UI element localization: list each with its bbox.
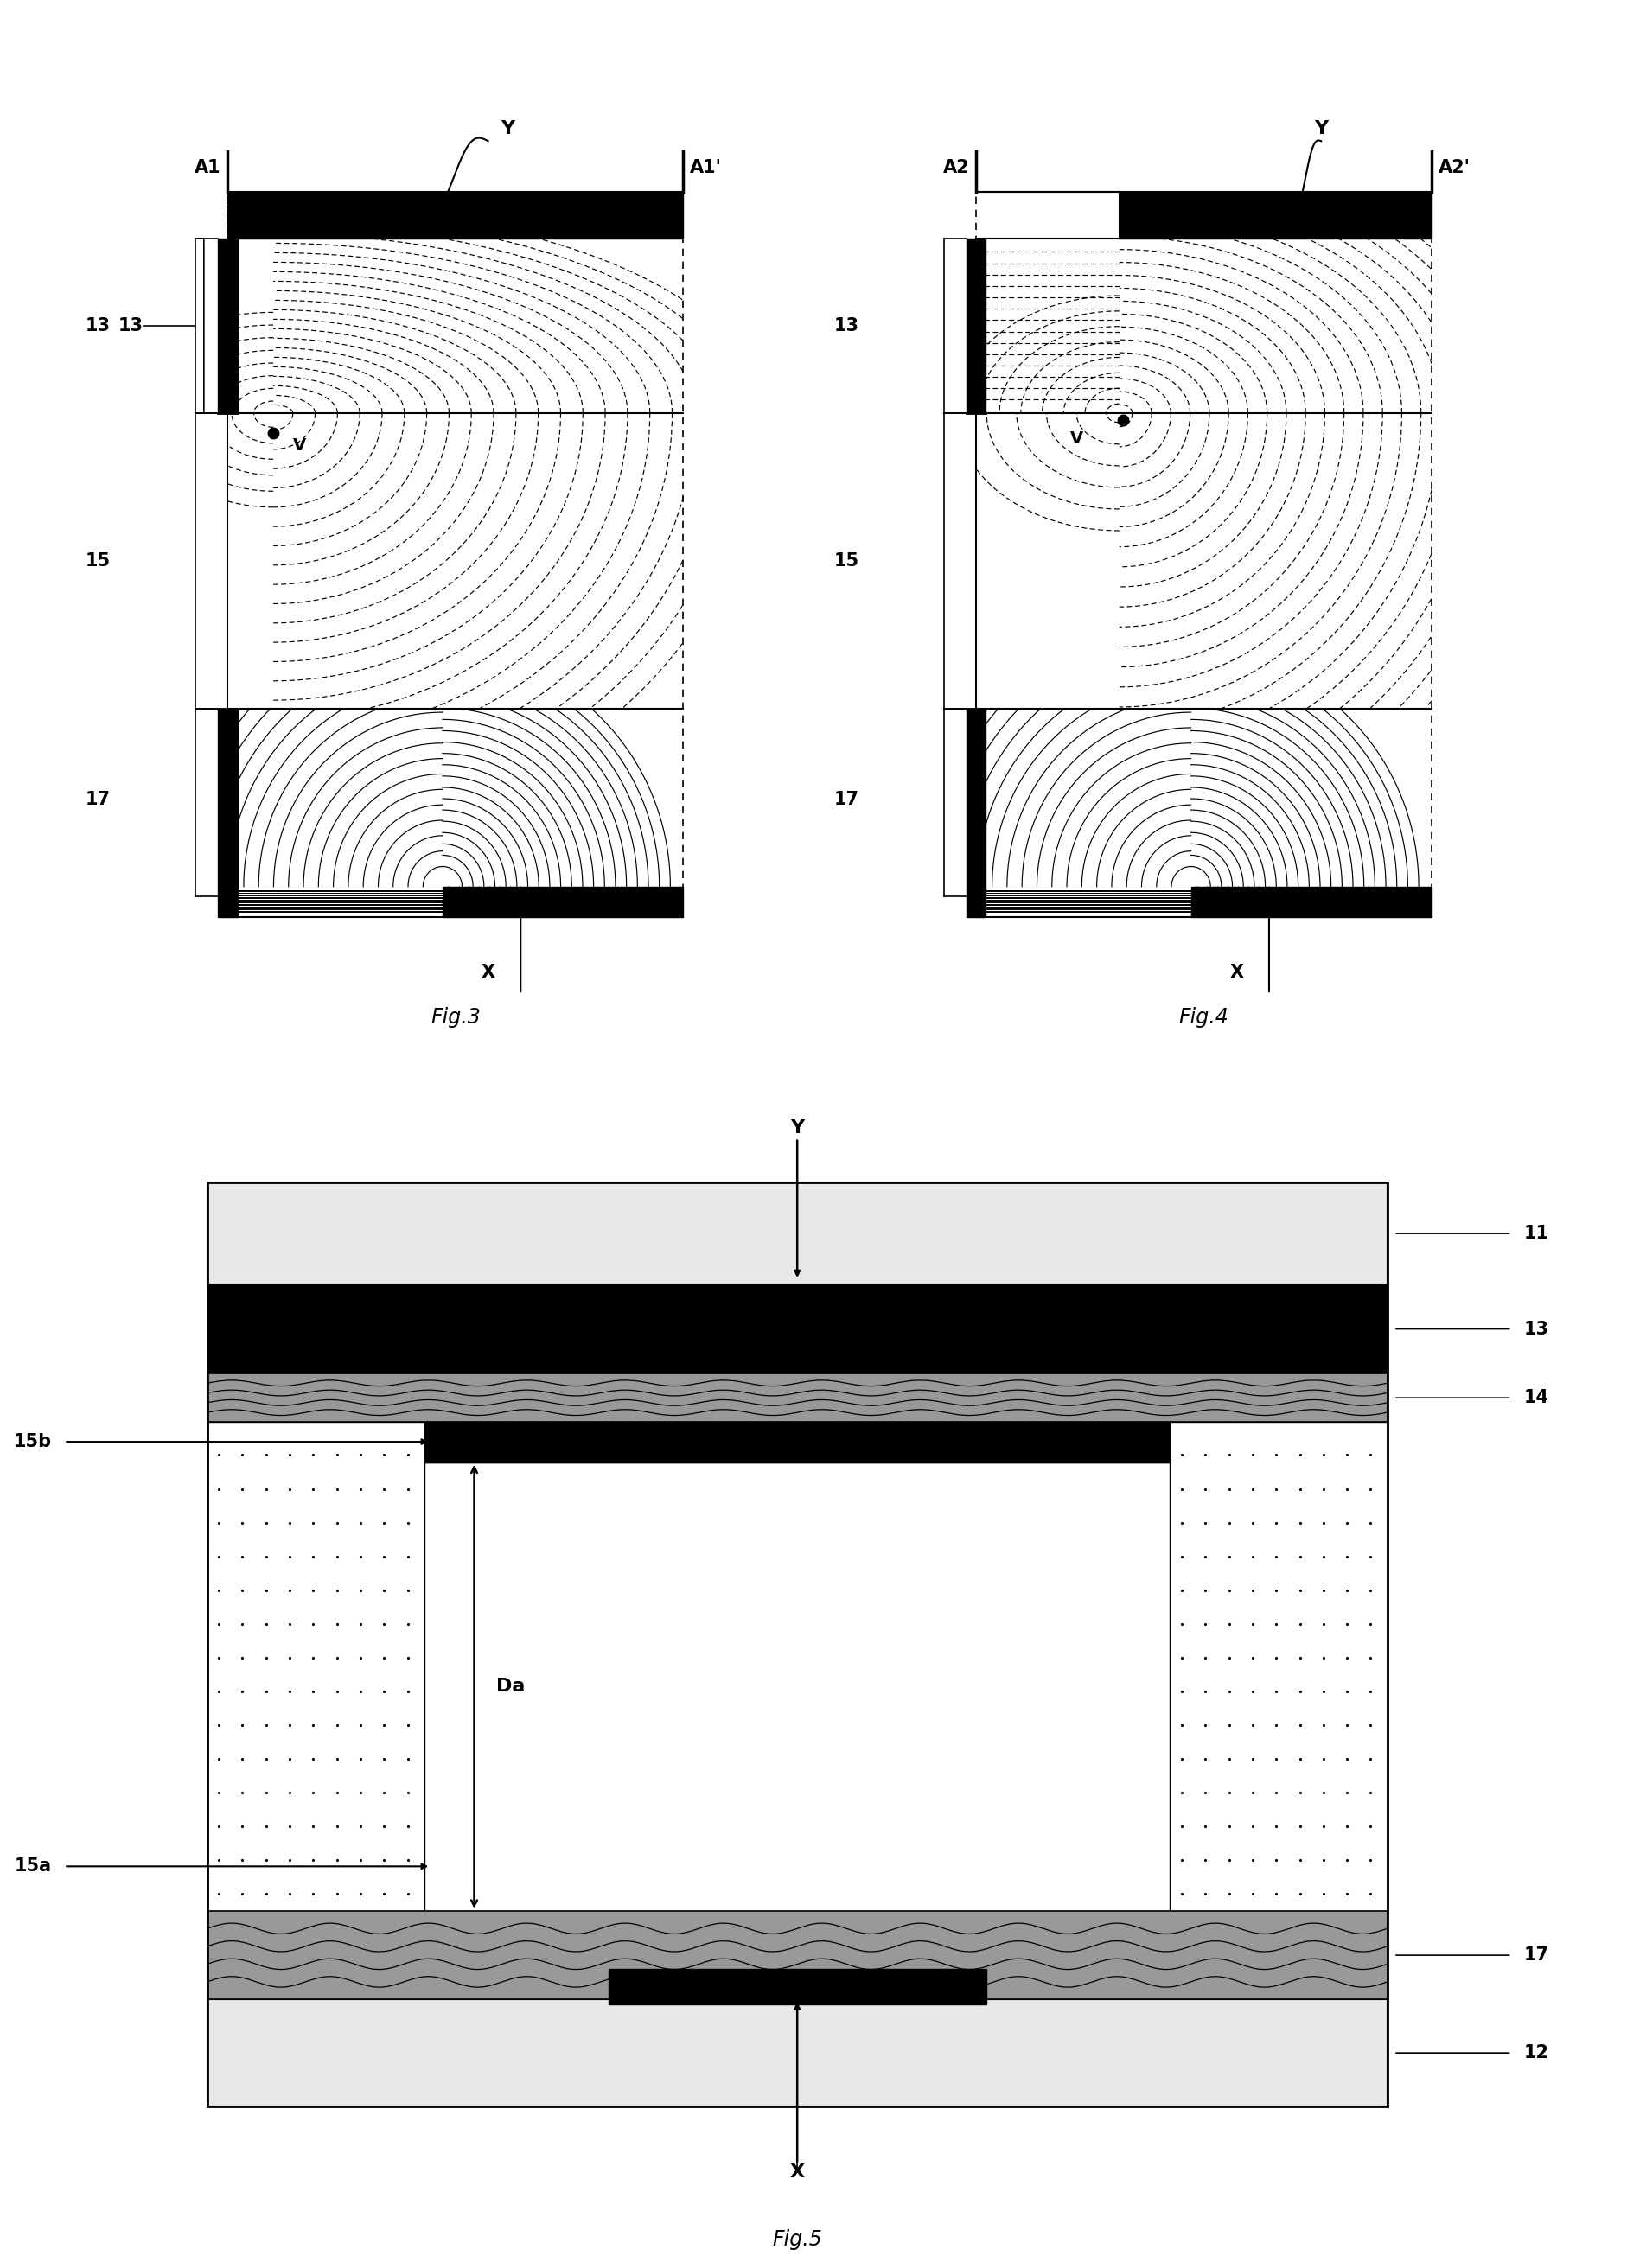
Text: 14: 14 [1524, 1390, 1549, 1406]
Bar [443, 887, 683, 916]
Text: X: X [1230, 964, 1243, 980]
Text: 15a: 15a [15, 1857, 52, 1876]
Text: X: X [789, 2164, 805, 2182]
Text: A2: A2 [944, 159, 970, 177]
Bar [608, 1969, 986, 2005]
Bar [966, 238, 986, 413]
Text: Fig.3: Fig.3 [431, 1007, 480, 1027]
Text: 12: 12 [1524, 2043, 1549, 2062]
Text: 13: 13 [86, 318, 111, 333]
Text: 13: 13 [119, 318, 143, 333]
Bar [966, 708, 986, 916]
Text: Da: Da [496, 1678, 526, 1694]
Bar [1191, 887, 1432, 916]
Bar [207, 1284, 1388, 1374]
Text: V: V [1071, 431, 1084, 447]
Bar [1170, 1422, 1388, 1910]
Text: Y: Y [791, 1120, 804, 1136]
Bar [425, 1463, 1170, 1910]
Text: 15: 15 [835, 551, 859, 569]
Text: Db: Db [496, 1429, 526, 1447]
Text: X: X [482, 964, 495, 980]
Text: V: V [293, 438, 306, 454]
Bar [228, 191, 683, 238]
Text: Y: Y [1315, 120, 1328, 138]
Bar [1119, 191, 1432, 238]
Text: 13: 13 [835, 318, 859, 333]
Text: 17: 17 [835, 792, 859, 807]
Bar [207, 1182, 1388, 1284]
Bar [218, 238, 238, 413]
Text: 17: 17 [1524, 1946, 1549, 1964]
Bar [207, 1910, 1388, 2000]
Bar [218, 708, 238, 916]
Text: Y: Y [501, 120, 514, 138]
Bar [207, 1422, 425, 1910]
Text: A1: A1 [195, 159, 221, 177]
Text: Fig.4: Fig.4 [1180, 1007, 1228, 1027]
Bar [207, 1182, 1388, 2107]
Bar [207, 1374, 1388, 1422]
Text: 15: 15 [86, 551, 111, 569]
Text: A1': A1' [690, 159, 722, 177]
Text: 13: 13 [1524, 1320, 1549, 1338]
Text: 17: 17 [86, 792, 111, 807]
Text: 15b: 15b [13, 1433, 52, 1452]
Text: 11: 11 [1524, 1225, 1549, 1243]
Text: A2': A2' [1438, 159, 1471, 177]
Bar [207, 2000, 1388, 2107]
Text: Fig.5: Fig.5 [773, 2229, 822, 2250]
Bar [425, 1422, 1170, 1463]
